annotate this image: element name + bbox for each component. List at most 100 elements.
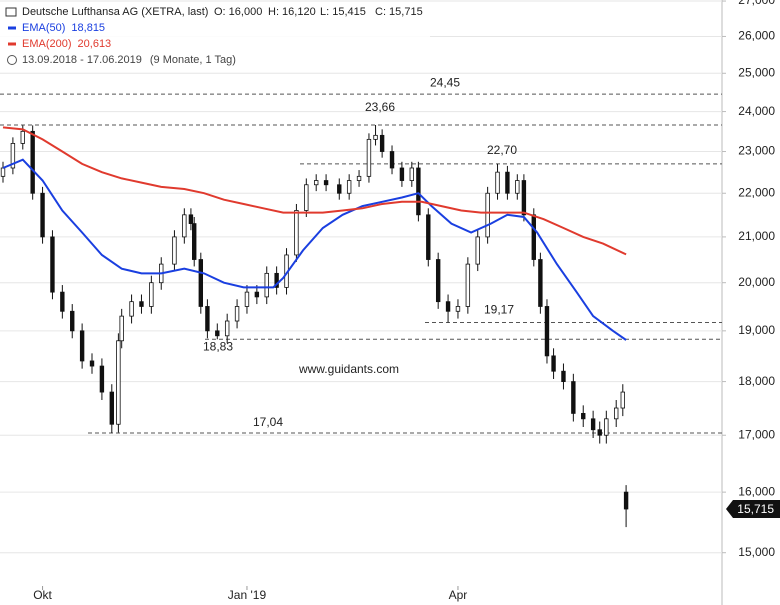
candle-body xyxy=(198,259,204,307)
y-tick-label: 17,000 xyxy=(738,427,775,441)
candle-body xyxy=(254,291,260,298)
level-label: 18,83 xyxy=(203,339,233,353)
legend-name: EMA(50) xyxy=(22,22,65,34)
y-tick-label: 18,000 xyxy=(738,374,775,388)
candle-body xyxy=(379,134,385,152)
candle-body xyxy=(604,418,609,436)
candle-body xyxy=(389,151,395,169)
candle-body xyxy=(109,391,114,425)
candle-body xyxy=(581,413,586,420)
last-price-tag xyxy=(726,499,780,518)
legend-swatch xyxy=(8,42,16,46)
candle-body xyxy=(40,192,45,238)
candle-body xyxy=(304,184,309,211)
candle-body xyxy=(294,210,299,256)
candle-body xyxy=(597,429,602,436)
quote-value: L: 15,415 xyxy=(320,6,366,18)
legend-swatch xyxy=(8,26,16,30)
quote-value: H: 16,120 xyxy=(268,6,316,18)
candle-body xyxy=(590,418,596,431)
header-icon xyxy=(5,7,17,17)
candle-body xyxy=(346,180,352,194)
candle-body xyxy=(531,214,536,260)
candle-body xyxy=(10,143,16,169)
y-tick-label: 20,000 xyxy=(738,275,775,289)
y-tick-label: 23,000 xyxy=(738,144,775,158)
period-note: (9 Monate, 1 Tag) xyxy=(150,54,236,66)
candle-body xyxy=(455,306,461,312)
candle-body xyxy=(244,291,250,307)
candle-body xyxy=(495,171,500,194)
candle-body xyxy=(465,263,471,307)
x-tick-label: Okt xyxy=(33,588,52,602)
y-tick-label: 19,000 xyxy=(738,323,775,337)
candle-body xyxy=(356,175,362,181)
y-tick-label: 25,000 xyxy=(738,65,775,79)
candle-body xyxy=(264,272,269,298)
candle-body xyxy=(224,320,230,337)
candle-body xyxy=(30,130,35,194)
candle-body xyxy=(337,184,342,194)
candle-body xyxy=(99,365,105,393)
candle-body xyxy=(274,272,279,288)
x-tick-label: Apr xyxy=(449,588,468,602)
candle-body xyxy=(70,310,75,332)
candle-body xyxy=(571,381,576,414)
legend-value: 18,815 xyxy=(71,22,105,34)
candle-body xyxy=(435,259,441,303)
y-tick-label: 21,000 xyxy=(738,229,775,243)
candle-body xyxy=(623,491,629,510)
candle-body xyxy=(323,180,329,186)
candle-body xyxy=(205,306,210,332)
candle-body xyxy=(538,259,543,307)
y-tick-label: 22,000 xyxy=(738,185,775,199)
y-tick-label: 26,000 xyxy=(738,29,775,43)
candle-body xyxy=(426,214,431,260)
y-tick-label: 24,000 xyxy=(738,104,775,118)
candle-body xyxy=(399,167,405,181)
candle-body xyxy=(551,355,556,372)
y-tick-label: 27,000 xyxy=(738,0,775,7)
level-label: 23,66 xyxy=(365,100,395,114)
candle-body xyxy=(366,138,372,177)
candle-body xyxy=(515,180,520,194)
candle-body xyxy=(116,340,121,425)
y-tick-label: 16,000 xyxy=(738,484,775,498)
candle-body xyxy=(485,192,490,238)
candle-body xyxy=(139,301,144,307)
candle-body xyxy=(544,306,550,357)
candle-body xyxy=(89,360,95,367)
candle-body xyxy=(475,236,480,265)
legend-name: EMA(200) xyxy=(22,38,72,50)
ema-line xyxy=(2,158,627,341)
period: 13.09.2018 - 17.06.2019 xyxy=(22,54,142,66)
candle-body xyxy=(445,301,451,312)
candle-body xyxy=(172,236,177,265)
candle-body xyxy=(20,130,25,144)
level-label: 17,04 xyxy=(253,415,283,429)
candle-body xyxy=(60,291,65,312)
header-bg xyxy=(0,2,430,68)
candle-body xyxy=(505,171,510,194)
candle-body xyxy=(234,306,240,322)
candle-body xyxy=(215,330,220,337)
chart-title: Deutsche Lufthansa AG (XETRA, last) xyxy=(22,6,208,18)
y-tick-label: 15,000 xyxy=(738,545,775,559)
candle-body xyxy=(614,407,619,420)
candle-body xyxy=(561,370,566,382)
candle-body xyxy=(313,180,319,186)
legend-value: 20,613 xyxy=(78,38,112,50)
candle-body xyxy=(416,167,421,216)
candle-body xyxy=(79,330,85,362)
clock-icon xyxy=(7,55,17,65)
candle-body xyxy=(521,180,527,216)
candle-body xyxy=(149,282,154,307)
ema-line xyxy=(2,126,627,256)
quote-value: O: 16,000 xyxy=(214,6,262,18)
candle-body xyxy=(409,167,415,181)
watermark: www.guidants.com xyxy=(298,362,399,376)
quote-value: C: 15,715 xyxy=(375,6,423,18)
level-label: 19,17 xyxy=(484,303,514,317)
